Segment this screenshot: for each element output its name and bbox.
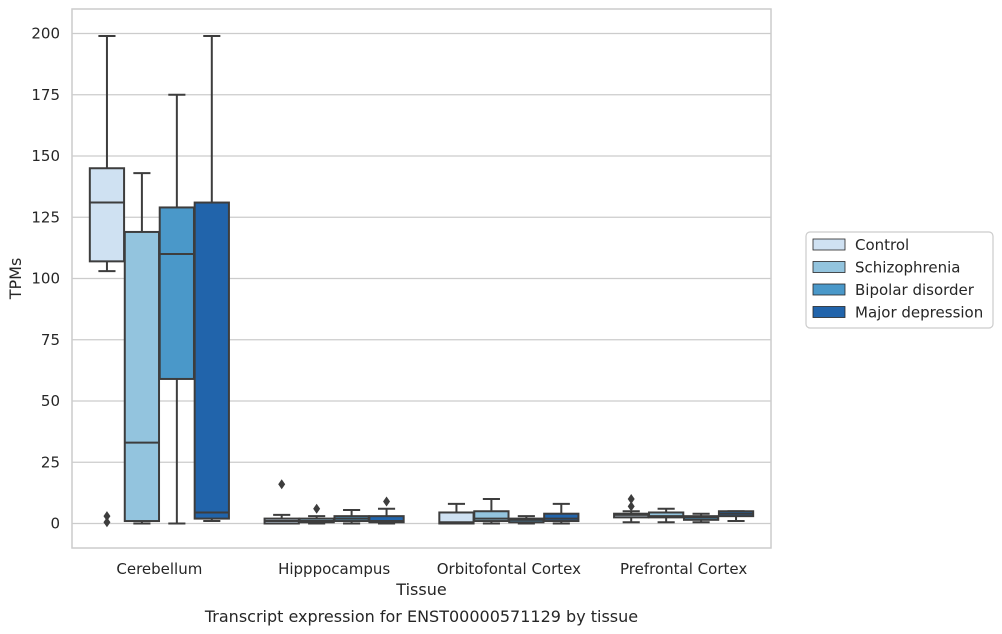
y-tick-label: 100 bbox=[31, 270, 60, 288]
box bbox=[88, 167, 126, 263]
x-tick-label: Cerebellum bbox=[116, 560, 202, 578]
box-group-1 bbox=[263, 479, 405, 525]
y-tick-label: 200 bbox=[31, 25, 60, 43]
outlier-point bbox=[103, 511, 111, 522]
box-groups bbox=[88, 34, 755, 528]
y-tick-label: 125 bbox=[31, 208, 60, 226]
outlier-point bbox=[383, 496, 391, 507]
box bbox=[543, 512, 580, 523]
outlier-point bbox=[627, 494, 635, 504]
y-tick-labels: 0 25 50 75 100 125 150 175 200 bbox=[31, 25, 60, 533]
box bbox=[123, 230, 161, 523]
legend-item: Control bbox=[812, 236, 909, 254]
outlier-point bbox=[103, 517, 111, 528]
x-tick-labels: Cerebellum Hipppocampus Orbitofontal Corte… bbox=[116, 560, 747, 578]
legend-swatch bbox=[812, 306, 846, 318]
box-group-0 bbox=[88, 34, 230, 528]
plot-area-frame bbox=[71, 8, 772, 549]
legend-item: Major depression bbox=[812, 304, 983, 322]
legend-item: Bipolar disorder bbox=[812, 281, 975, 299]
box-group-3 bbox=[613, 494, 755, 524]
x-axis-title: Tissue bbox=[395, 580, 446, 599]
legend-label: Major depression bbox=[855, 304, 983, 322]
y-tick-label: 25 bbox=[41, 453, 60, 471]
y-tick-label: 50 bbox=[41, 392, 60, 410]
y-tick-label: 175 bbox=[31, 86, 60, 104]
y-tick-label: 150 bbox=[31, 147, 60, 165]
box bbox=[158, 206, 195, 380]
x-tick-label: Hipppocampus bbox=[278, 560, 390, 578]
legend-label: Bipolar disorder bbox=[855, 281, 975, 299]
outlier-point bbox=[278, 479, 286, 490]
y-tick-label: 0 bbox=[50, 515, 60, 533]
y-axis-title: TPMs bbox=[6, 258, 25, 301]
x-tick-label: Prefrontal Cortex bbox=[620, 560, 747, 578]
legend-swatch bbox=[812, 261, 846, 273]
box bbox=[648, 511, 685, 519]
legend-frame bbox=[805, 231, 994, 329]
box bbox=[368, 515, 405, 524]
legend: Control Schizophrenia Bipolar disorder Majo… bbox=[805, 231, 994, 329]
legend-swatch bbox=[812, 238, 846, 251]
box bbox=[193, 201, 230, 520]
legend-label: Control bbox=[855, 236, 909, 254]
legend-swatch bbox=[812, 283, 846, 296]
outlier-point bbox=[627, 501, 635, 512]
outlier-point bbox=[313, 503, 321, 514]
box bbox=[473, 510, 510, 523]
legend-item: Schizophrenia bbox=[812, 259, 960, 277]
box-group-2 bbox=[438, 498, 580, 525]
chart-caption: Transcript expression for ENST0000057112… bbox=[204, 607, 638, 626]
legend-label: Schizophrenia bbox=[855, 259, 960, 277]
y-tick-label: 75 bbox=[41, 331, 60, 349]
x-tick-label: Orbitofontal Cortex bbox=[437, 560, 581, 578]
